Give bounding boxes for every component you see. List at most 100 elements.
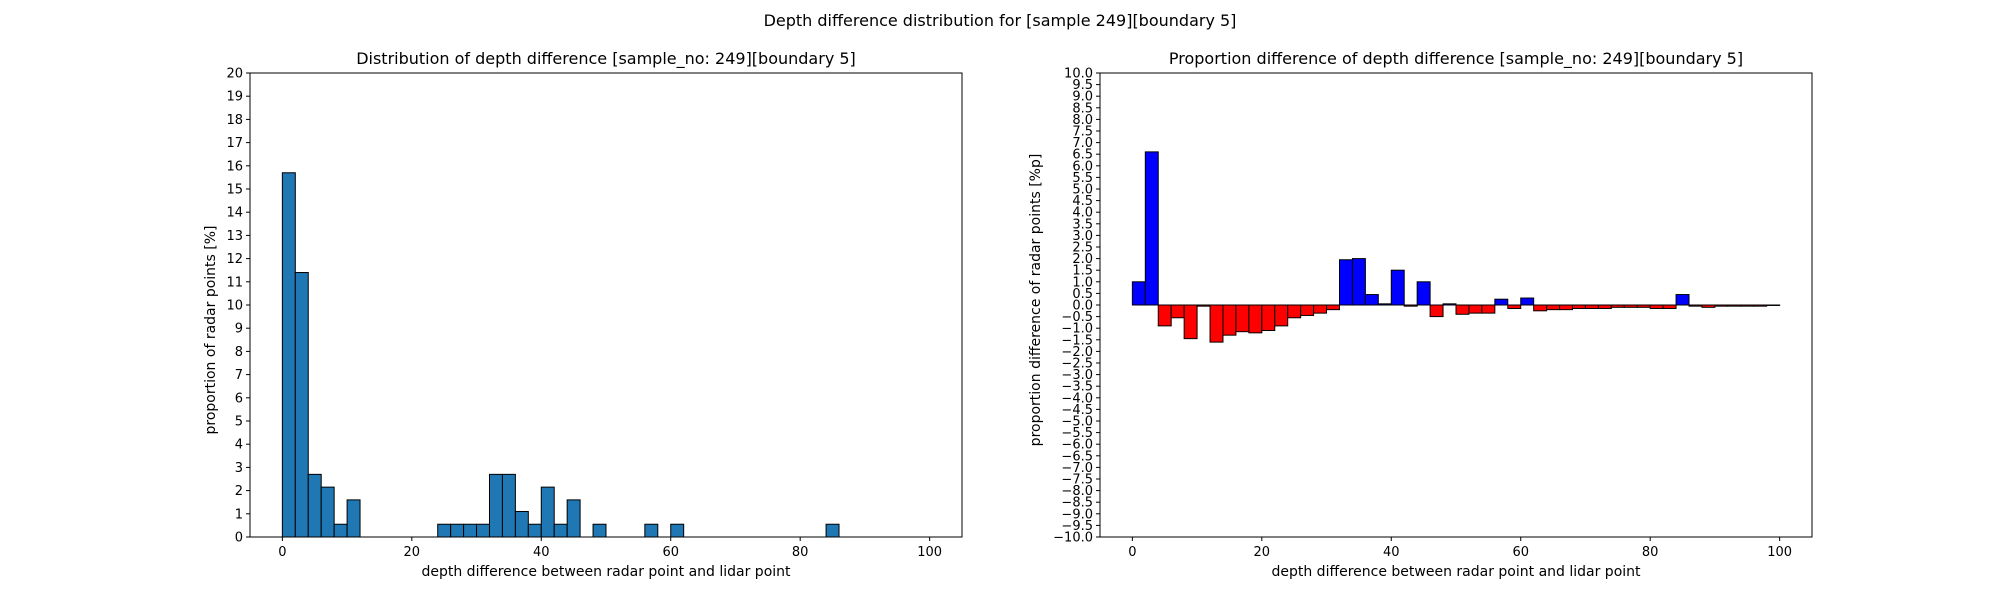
histogram-bar (450, 523, 465, 538)
difference-bar (1507, 304, 1522, 309)
difference-ylabel: proportion difference of radar points [%… (1028, 154, 1044, 447)
difference-y-tick-label: −5.5 (1061, 426, 1093, 441)
histogram-x-tick-label: 100 (917, 545, 942, 560)
difference-bar (1649, 304, 1664, 309)
difference-bar (1584, 304, 1599, 309)
difference-x-tick-label: 80 (1642, 545, 1659, 560)
histogram-bar (644, 523, 659, 538)
histogram-x-ticks: 0 20 40 60 80 100 (278, 537, 942, 560)
histogram-ylabel: proportion of radar points [%] (203, 225, 219, 434)
difference-bar (1675, 294, 1690, 306)
difference-y-tick-label: 5.0 (1072, 183, 1093, 198)
difference-bar (1520, 297, 1535, 306)
histogram-y-tick-label: 14 (226, 206, 243, 221)
difference-bar (1274, 304, 1289, 327)
difference-bar (1287, 304, 1302, 319)
histogram-y-tick-label: 1 (235, 507, 243, 522)
difference-bar (1429, 304, 1444, 318)
difference-y-tick-label: −2.0 (1061, 345, 1093, 360)
difference-y-tick-label: 7.5 (1072, 125, 1093, 140)
histogram-y-tick-label: 17 (226, 136, 243, 151)
histogram-bar (437, 523, 452, 538)
difference-bar (1468, 304, 1483, 314)
difference-x-ticks: 0 20 40 60 80 100 (1128, 537, 1792, 560)
histogram-bar (527, 523, 542, 538)
histogram-x-tick-label: 0 (278, 545, 286, 560)
difference-y-tick-label: −1.5 (1061, 333, 1093, 348)
histogram-xlabel: depth difference between radar point and… (421, 564, 791, 580)
difference-bar (1597, 304, 1612, 309)
difference-bar (1416, 281, 1431, 306)
difference-y-tick-label: −8.5 (1061, 496, 1093, 511)
difference-bar (1338, 259, 1353, 306)
difference-y-tick-label: −4.0 (1061, 391, 1093, 406)
difference-bar (1559, 304, 1574, 311)
difference-bar (1183, 304, 1198, 340)
difference-y-tick-label: 8.0 (1072, 113, 1093, 128)
histogram-y-tick-label: 8 (235, 345, 243, 360)
difference-y-tick-label: −9.5 (1061, 519, 1093, 534)
difference-bar (1131, 281, 1146, 306)
histogram-bar (488, 473, 503, 538)
histogram-bar (333, 523, 348, 538)
histogram-y-tick-label: 15 (226, 183, 243, 198)
histogram-y-tick-label: 3 (235, 461, 243, 476)
difference-y-tick-label: −8.0 (1061, 484, 1093, 499)
difference-y-tick-label: −3.5 (1061, 380, 1093, 395)
difference-bar (1326, 304, 1340, 311)
histogram-bar (281, 172, 296, 538)
difference-bar (1662, 304, 1677, 309)
difference-x-tick-label: 0 (1128, 545, 1136, 560)
difference-y-tick-label: 9.5 (1072, 78, 1093, 93)
difference-bar (1572, 304, 1586, 309)
difference-y-tick-label: −6.5 (1061, 449, 1093, 464)
difference-bar (1235, 304, 1250, 333)
histogram-bar (346, 499, 361, 538)
difference-y-tick-label: 1.5 (1072, 264, 1093, 279)
histogram-bar (463, 523, 478, 538)
difference-bar (1390, 269, 1405, 306)
histogram-bar (670, 523, 685, 538)
histogram-bar (825, 523, 840, 538)
figure-suptitle: Depth difference distribution for [sampl… (764, 11, 1237, 30)
histogram-chart: Distribution of depth difference [sample… (203, 49, 963, 580)
difference-y-tick-label: −2.5 (1061, 357, 1093, 372)
histogram-y-tick-label: 12 (226, 252, 243, 267)
difference-y-tick-label: 0.5 (1072, 287, 1093, 302)
difference-y-tick-label: 6.0 (1072, 159, 1093, 174)
difference-bar (1351, 258, 1366, 306)
difference-bar (1261, 304, 1276, 332)
difference-bar (1364, 294, 1379, 306)
difference-xlabel: depth difference between radar point and… (1271, 564, 1641, 580)
histogram-y-tick-label: 0 (235, 531, 243, 546)
difference-bar (1300, 304, 1315, 316)
difference-bar (1248, 304, 1263, 334)
histogram-bar (592, 523, 607, 538)
difference-bar (1494, 298, 1509, 306)
difference-bar (1533, 304, 1548, 312)
difference-y-tick-label: −4.5 (1061, 403, 1093, 418)
difference-bar (1636, 304, 1651, 308)
difference-y-tick-label: 5.5 (1072, 171, 1093, 186)
histogram-y-tick-label: 13 (226, 229, 243, 244)
histogram-y-tick-label: 10 (226, 299, 243, 314)
difference-y-tick-label: 3.0 (1072, 229, 1093, 244)
difference-y-tick-label: 2.5 (1072, 241, 1093, 256)
difference-bar (1701, 304, 1716, 308)
difference-y-tick-label: −5.0 (1061, 415, 1093, 430)
difference-y-tick-label: −7.5 (1061, 473, 1093, 488)
histogram-bar (553, 523, 568, 538)
difference-y-tick-label: 9.0 (1072, 90, 1093, 105)
difference-y-tick-label: 7.0 (1072, 136, 1093, 151)
histogram-bar (540, 486, 555, 538)
difference-bar (1727, 304, 1742, 307)
histogram-bar (307, 473, 322, 538)
difference-y-tick-label: −0.5 (1061, 310, 1093, 325)
histogram-y-tick-label: 2 (235, 484, 243, 499)
difference-bar (1313, 304, 1328, 314)
histogram-bar (320, 486, 335, 538)
difference-bar (1623, 304, 1638, 308)
difference-bar (1222, 304, 1237, 336)
histogram-y-tick-label: 16 (226, 159, 243, 174)
